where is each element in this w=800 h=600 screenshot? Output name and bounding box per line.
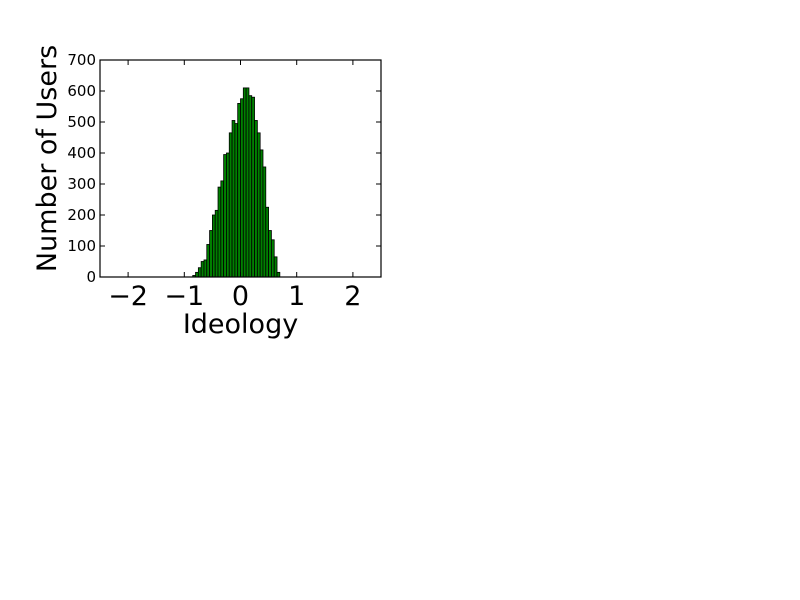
histogram-bar <box>254 120 258 278</box>
histogram-bar <box>197 267 202 278</box>
histogram-bar <box>226 152 230 278</box>
histogram-bar <box>256 132 261 278</box>
x-tick-labels: −2 −1 0 1 2 <box>108 281 361 312</box>
histogram-bar <box>245 87 250 278</box>
histogram-bar <box>265 206 270 278</box>
histogram-bar <box>217 186 222 278</box>
x-tick-label: 2 <box>344 281 361 312</box>
histogram-bar <box>276 271 281 278</box>
histogram-bar <box>206 244 210 278</box>
histogram-bar <box>231 120 236 278</box>
histogram-bar <box>203 259 208 278</box>
histogram-bar <box>259 149 264 278</box>
y-axis-label: Number of Users <box>32 45 63 272</box>
y-tick-label: 0 <box>86 268 96 286</box>
histogram-bar <box>242 87 247 278</box>
histogram-bar <box>195 271 199 278</box>
x-tick-label: −1 <box>164 281 204 312</box>
histogram-bar <box>220 180 225 278</box>
y-tick-label: 600 <box>67 82 96 100</box>
histogram-bar <box>228 132 233 278</box>
y-tick-label: 700 <box>67 51 96 69</box>
y-tick-label: 100 <box>67 237 96 255</box>
histogram-bar <box>211 214 216 278</box>
histogram-bar <box>223 154 227 278</box>
y-tick-label: 500 <box>67 113 96 131</box>
histogram-bar <box>240 98 244 278</box>
histogram-bar <box>251 96 255 278</box>
y-tick-labels: 0 100 200 300 400 500 600 700 <box>67 51 96 286</box>
x-tick-label: 1 <box>288 281 305 312</box>
y-tick-label: 300 <box>67 175 96 193</box>
histogram-bar <box>214 209 219 278</box>
histogram-bar <box>273 256 278 278</box>
histogram-bar <box>200 261 205 278</box>
x-tick-label: 0 <box>232 281 249 312</box>
histogram-bar <box>237 103 241 278</box>
histogram-bar <box>209 230 213 278</box>
x-axis-label: Ideology <box>183 309 298 340</box>
histogram-bar <box>234 123 239 278</box>
histogram-bars <box>192 87 281 278</box>
histogram-bar <box>262 166 267 278</box>
histogram-bar <box>248 95 253 278</box>
y-tick-label: 400 <box>67 144 96 162</box>
y-tick-label: 200 <box>67 206 96 224</box>
histogram-bar <box>271 239 275 278</box>
axis-ticks <box>100 59 381 278</box>
x-tick-label: −2 <box>108 281 148 312</box>
histogram-bar <box>268 230 272 278</box>
